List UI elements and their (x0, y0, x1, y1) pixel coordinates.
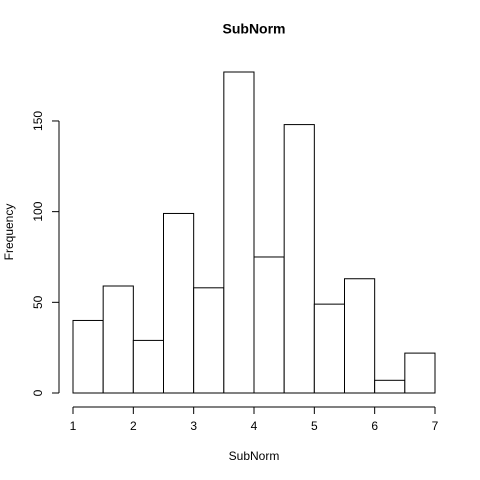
bar (163, 212, 195, 394)
y-tick-label: 50 (31, 295, 45, 309)
x-tick-label: 7 (432, 419, 439, 433)
x-tick-label: 2 (130, 419, 137, 433)
y-tick-label: 100 (31, 201, 45, 221)
x-tick-label: 6 (371, 419, 378, 433)
x-tick-label: 5 (311, 419, 318, 433)
bar (102, 285, 134, 394)
bar (404, 352, 436, 394)
bar (223, 71, 255, 394)
bar (344, 278, 376, 394)
bar (374, 379, 406, 394)
bar (193, 287, 225, 394)
x-tick-label: 3 (190, 419, 197, 433)
x-axis-title: SubNorm (229, 449, 280, 463)
bar (72, 319, 104, 394)
x-tick-label: 1 (70, 419, 77, 433)
y-tick-label: 0 (31, 389, 45, 396)
y-axis-title: Frequency (2, 204, 16, 261)
y-tick-label: 150 (31, 111, 45, 131)
bar (313, 303, 346, 394)
chart-title: SubNorm (223, 21, 286, 37)
bar (132, 339, 164, 394)
x-tick-label: 4 (251, 419, 258, 433)
bar (253, 256, 285, 394)
bar (283, 124, 315, 394)
